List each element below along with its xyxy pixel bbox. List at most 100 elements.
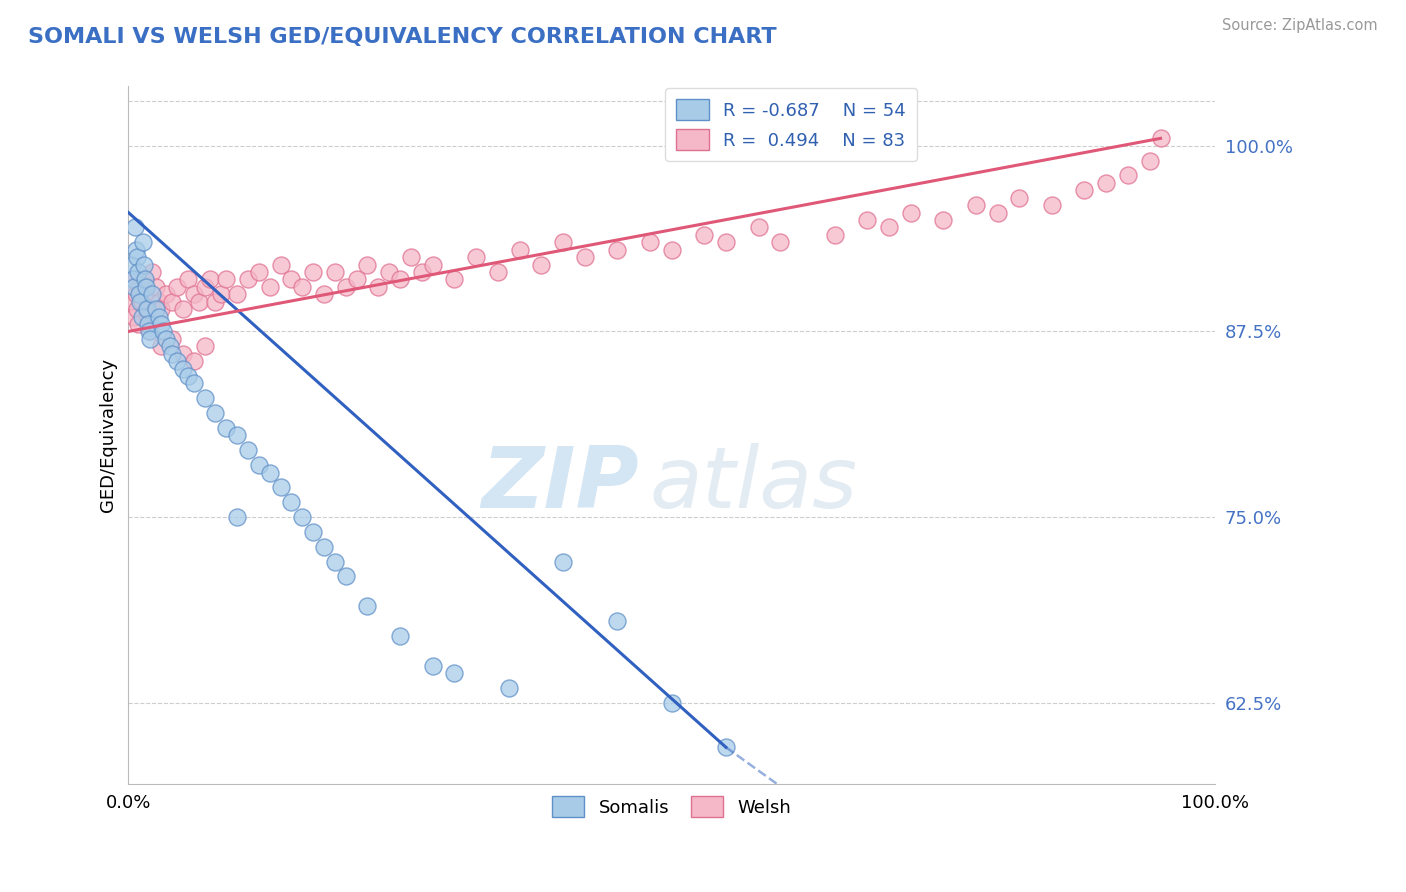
Point — [335, 569, 357, 583]
Point — [127, 317, 149, 331]
Point — [150, 317, 173, 331]
Point — [236, 443, 259, 458]
Point — [139, 332, 162, 346]
Point — [193, 280, 215, 294]
Point — [209, 287, 232, 301]
Point — [1073, 183, 1095, 197]
Point — [291, 510, 314, 524]
Point — [302, 265, 325, 279]
Point — [443, 272, 465, 286]
Point — [714, 740, 737, 755]
Point — [389, 629, 412, 643]
Point — [204, 294, 226, 309]
Point — [172, 347, 194, 361]
Point — [172, 302, 194, 317]
Point — [323, 555, 346, 569]
Point — [312, 287, 335, 301]
Point — [135, 280, 157, 294]
Point — [987, 205, 1010, 219]
Point — [132, 272, 155, 286]
Point — [139, 325, 162, 339]
Point — [551, 235, 574, 250]
Point — [160, 347, 183, 361]
Point — [606, 614, 628, 628]
Point — [714, 235, 737, 250]
Point — [124, 272, 146, 286]
Point — [226, 287, 249, 301]
Point — [122, 310, 145, 324]
Point — [122, 280, 145, 294]
Point — [215, 272, 238, 286]
Point — [367, 280, 389, 294]
Point — [124, 220, 146, 235]
Point — [226, 428, 249, 442]
Point — [551, 555, 574, 569]
Point — [356, 258, 378, 272]
Point — [150, 302, 173, 317]
Point — [136, 317, 159, 331]
Point — [155, 287, 177, 301]
Point — [204, 406, 226, 420]
Point — [125, 287, 148, 301]
Point — [121, 294, 143, 309]
Point — [247, 265, 270, 279]
Point — [177, 272, 200, 286]
Point — [134, 287, 156, 301]
Point — [748, 220, 770, 235]
Point — [160, 294, 183, 309]
Point — [291, 280, 314, 294]
Point — [125, 243, 148, 257]
Point — [131, 294, 153, 309]
Legend: Somalis, Welsh: Somalis, Welsh — [544, 789, 799, 824]
Point — [127, 302, 149, 317]
Point — [574, 250, 596, 264]
Point — [148, 294, 170, 309]
Y-axis label: GED/Equivalency: GED/Equivalency — [100, 359, 117, 513]
Point — [183, 354, 205, 368]
Text: SOMALI VS WELSH GED/EQUIVALENCY CORRELATION CHART: SOMALI VS WELSH GED/EQUIVALENCY CORRELAT… — [28, 27, 776, 46]
Text: Source: ZipAtlas.com: Source: ZipAtlas.com — [1222, 18, 1378, 33]
Point — [280, 272, 302, 286]
Point — [1040, 198, 1063, 212]
Point — [160, 332, 183, 346]
Point — [148, 310, 170, 324]
Point — [411, 265, 433, 279]
Point — [120, 280, 142, 294]
Point — [638, 235, 661, 250]
Point — [236, 272, 259, 286]
Point — [134, 272, 156, 286]
Point — [155, 332, 177, 346]
Point — [769, 235, 792, 250]
Point — [188, 294, 211, 309]
Point — [128, 287, 150, 301]
Point — [193, 391, 215, 405]
Point — [172, 361, 194, 376]
Point — [259, 466, 281, 480]
Point — [389, 272, 412, 286]
Point — [152, 325, 174, 339]
Point — [606, 243, 628, 257]
Point — [1095, 176, 1118, 190]
Point — [856, 213, 879, 227]
Point — [135, 302, 157, 317]
Point — [1008, 191, 1031, 205]
Point — [136, 310, 159, 324]
Point — [129, 294, 152, 309]
Point — [270, 258, 292, 272]
Point — [900, 205, 922, 219]
Point — [486, 265, 509, 279]
Point — [661, 243, 683, 257]
Point — [141, 265, 163, 279]
Point — [302, 524, 325, 539]
Point — [1139, 153, 1161, 168]
Point — [138, 325, 160, 339]
Point — [965, 198, 987, 212]
Point — [346, 272, 368, 286]
Point — [132, 258, 155, 272]
Point — [150, 339, 173, 353]
Point — [422, 258, 444, 272]
Point — [932, 213, 955, 227]
Point — [183, 287, 205, 301]
Point — [335, 280, 357, 294]
Point — [877, 220, 900, 235]
